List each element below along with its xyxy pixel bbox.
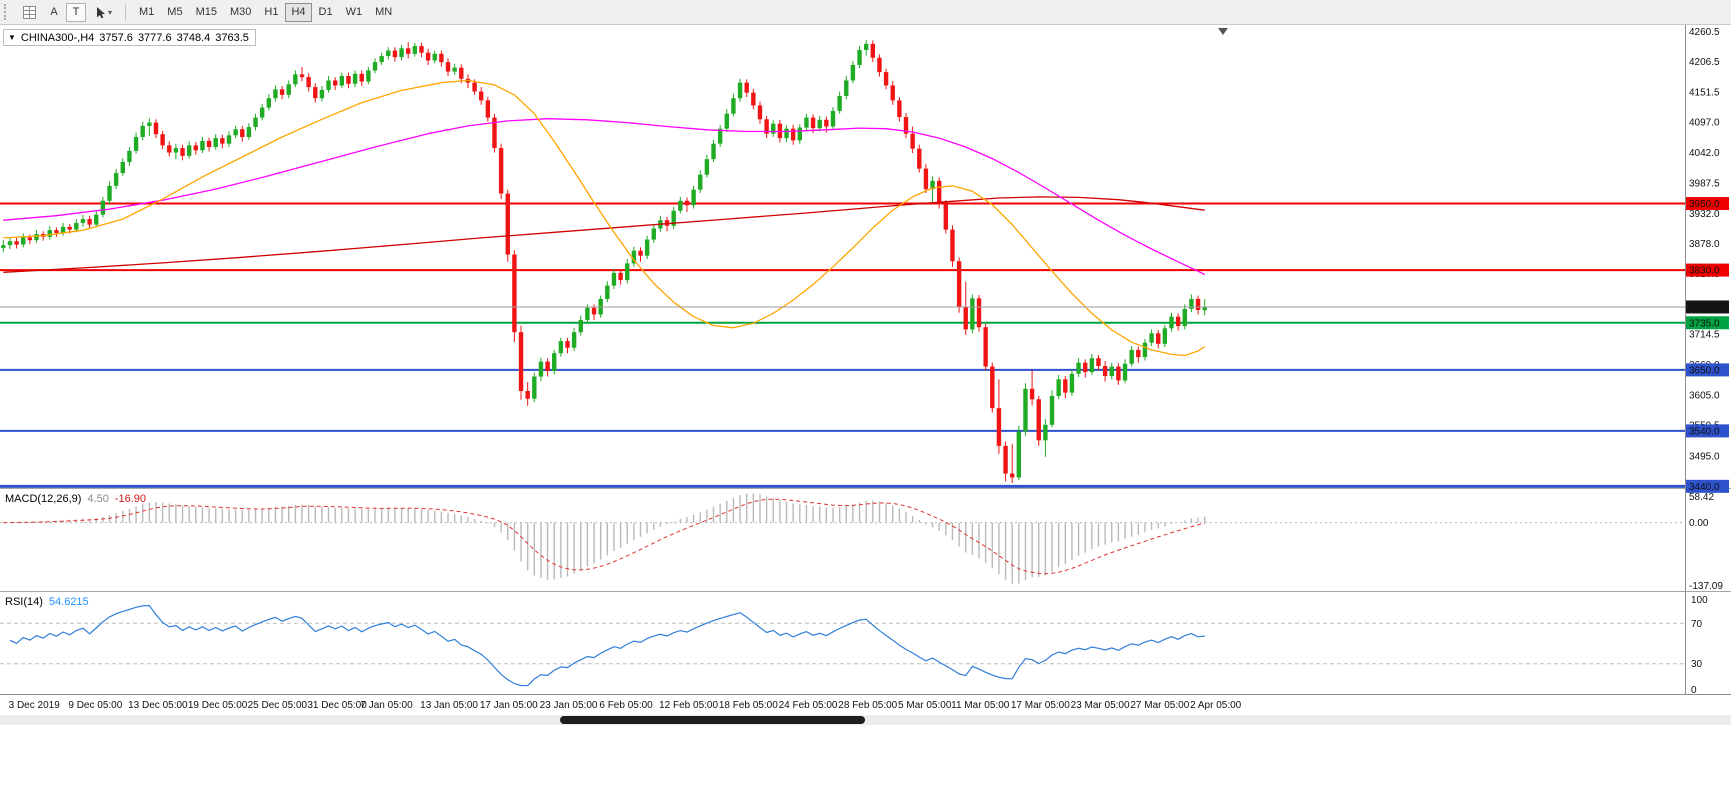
- close-value: 3763.5: [215, 31, 249, 44]
- rsi-name: RSI(14): [5, 596, 43, 608]
- svg-text:24 Feb 05:00: 24 Feb 05:00: [779, 700, 838, 711]
- macd-signal-value: -16.90: [114, 493, 147, 505]
- svg-text:23 Mar 05:00: 23 Mar 05:00: [1071, 700, 1130, 711]
- svg-text:3878.0: 3878.0: [1689, 239, 1720, 250]
- svg-text:23 Jan 05:00: 23 Jan 05:00: [540, 700, 598, 711]
- svg-text:28 Feb 05:00: 28 Feb 05:00: [838, 700, 897, 711]
- svg-text:4042.0: 4042.0: [1689, 148, 1720, 159]
- macd-panel-label: MACD(12,26,9) 4.50 -16.90: [5, 493, 146, 505]
- svg-text:58.42: 58.42: [1689, 492, 1714, 503]
- macd-name: MACD(12,26,9): [5, 493, 82, 505]
- svg-text:5 Mar 05:00: 5 Mar 05:00: [898, 700, 952, 711]
- svg-text:3714.5: 3714.5: [1689, 330, 1720, 341]
- timeframe-button-m30[interactable]: M30: [229, 6, 252, 18]
- macd-panel: [0, 493, 1685, 584]
- svg-text:70: 70: [1691, 619, 1703, 630]
- symbol-period-label: CHINA300-,H4: [20, 31, 95, 44]
- moving-averages: [3, 79, 1206, 357]
- one-click-trading-arrow-icon[interactable]: ▼: [8, 33, 16, 42]
- rsi-panel: [0, 604, 1685, 687]
- svg-text:13 Dec 05:00: 13 Dec 05:00: [128, 700, 188, 711]
- svg-text:13 Jan 05:00: 13 Jan 05:00: [420, 700, 478, 711]
- svg-text:2 Apr 05:00: 2 Apr 05:00: [1190, 700, 1242, 711]
- svg-text:3763.5: 3763.5: [1689, 302, 1720, 313]
- cursor-tool-button[interactable]: ▾: [88, 3, 118, 22]
- svg-text:9 Dec 05:00: 9 Dec 05:00: [68, 700, 122, 711]
- svg-text:18 Feb 05:00: 18 Feb 05:00: [719, 700, 778, 711]
- macd-main-value: 4.50: [87, 493, 109, 505]
- timeframe-button-m1[interactable]: M1: [139, 6, 155, 18]
- svg-text:4206.5: 4206.5: [1689, 57, 1720, 68]
- candles: [1, 39, 1207, 484]
- timeframe-button-h4[interactable]: H4: [285, 2, 312, 22]
- svg-text:3830.0: 3830.0: [1689, 266, 1720, 277]
- horizontal-lines[interactable]: [0, 202, 1685, 488]
- timeframe-button-m15[interactable]: M15: [195, 6, 217, 18]
- grid-icon: [23, 5, 36, 19]
- svg-text:0: 0: [1691, 685, 1697, 696]
- rsi-panel-label: RSI(14) 54.6215: [5, 596, 89, 608]
- ohlc-info-box: ▼ CHINA300-,H4 3757.6 3777.6 3748.4 3763…: [3, 29, 256, 46]
- svg-text:100: 100: [1691, 595, 1708, 606]
- ma-mid-magenta-line: [3, 118, 1205, 276]
- ma-slow-red-line: [3, 196, 1205, 273]
- svg-text:4097.0: 4097.0: [1689, 118, 1720, 129]
- bottom-strip: [0, 715, 1731, 792]
- ma-fast-orange-line: [3, 79, 1206, 357]
- open-value: 3757.6: [99, 31, 133, 44]
- svg-text:3 Dec 2019: 3 Dec 2019: [9, 700, 61, 711]
- svg-text:19 Dec 05:00: 19 Dec 05:00: [188, 700, 248, 711]
- svg-text:17 Jan 05:00: 17 Jan 05:00: [480, 700, 538, 711]
- toolbar-separator: [125, 3, 127, 21]
- svg-text:3540.0: 3540.0: [1689, 426, 1720, 437]
- chart-area[interactable]: 4260.5 4206.5 4151.5 4097.0 4042.0 3987.5 3932…: [0, 25, 1731, 715]
- scrollbar-thumb[interactable]: [560, 716, 865, 724]
- svg-text:30: 30: [1691, 659, 1703, 670]
- svg-text:27 Mar 05:00: 27 Mar 05:00: [1130, 700, 1189, 711]
- timeframe-button-d1[interactable]: D1: [318, 6, 333, 18]
- low-value: 3748.4: [176, 31, 211, 44]
- time-axis[interactable]: 3 Dec 2019 9 Dec 05:00 13 Dec 05:00 19 Dec …: [9, 700, 1242, 711]
- chevron-down-icon: ▾: [108, 7, 113, 17]
- svg-text:3987.5: 3987.5: [1689, 178, 1720, 189]
- svg-text:12 Feb 05:00: 12 Feb 05:00: [659, 700, 718, 711]
- timeframe-group: M1 M5 M15 M30 H1 H4 D1 W1 MN: [133, 2, 398, 22]
- chart-shift-marker-icon: [1218, 28, 1228, 35]
- svg-text:3495.0: 3495.0: [1689, 451, 1720, 462]
- rsi-value: 54.6215: [48, 596, 89, 608]
- svg-text:17 Mar 05:00: 17 Mar 05:00: [1011, 700, 1070, 711]
- timeframe-button-w1[interactable]: W1: [345, 6, 363, 18]
- svg-text:7 Jan 05:00: 7 Jan 05:00: [360, 700, 413, 711]
- svg-text:6 Feb 05:00: 6 Feb 05:00: [599, 700, 653, 711]
- svg-text:3735.0: 3735.0: [1689, 318, 1720, 329]
- svg-text:25 Dec 05:00: 25 Dec 05:00: [248, 700, 308, 711]
- high-value: 3777.6: [137, 31, 172, 44]
- svg-text:4151.5: 4151.5: [1689, 87, 1720, 98]
- svg-text:4260.5: 4260.5: [1689, 27, 1720, 38]
- toolbar: A T ▾ M1 M5 M15 M30 H1 H4 D1 W1 MN: [0, 0, 1731, 25]
- svg-text:11 Mar 05:00: 11 Mar 05:00: [951, 700, 1010, 711]
- svg-text:3932.0: 3932.0: [1689, 209, 1720, 220]
- charts-grid-icon[interactable]: [17, 3, 42, 22]
- price-axis[interactable]: 4260.5 4206.5 4151.5 4097.0 4042.0 3987.5 3932…: [1686, 27, 1729, 696]
- svg-text:3950.0: 3950.0: [1689, 199, 1720, 210]
- arrow-tool-button[interactable]: A: [50, 6, 58, 18]
- svg-text:3650.0: 3650.0: [1689, 365, 1720, 376]
- svg-text:0.00: 0.00: [1689, 518, 1709, 529]
- svg-text:3605.0: 3605.0: [1689, 390, 1720, 401]
- timeframe-button-h1[interactable]: H1: [264, 6, 279, 18]
- toolbar-grip-handle[interactable]: [4, 4, 11, 20]
- scrollbar-track[interactable]: [0, 715, 1731, 725]
- timeframe-button-mn[interactable]: MN: [375, 6, 393, 18]
- svg-text:3440.0: 3440.0: [1689, 482, 1720, 493]
- svg-text:31 Dec 05:00: 31 Dec 05:00: [307, 700, 367, 711]
- timeframe-button-m5[interactable]: M5: [167, 6, 183, 18]
- text-tool-button[interactable]: T: [66, 2, 86, 22]
- svg-text:-137.09: -137.09: [1689, 581, 1723, 592]
- rsi-line: [9, 604, 1205, 687]
- cursor-icon: [97, 6, 105, 18]
